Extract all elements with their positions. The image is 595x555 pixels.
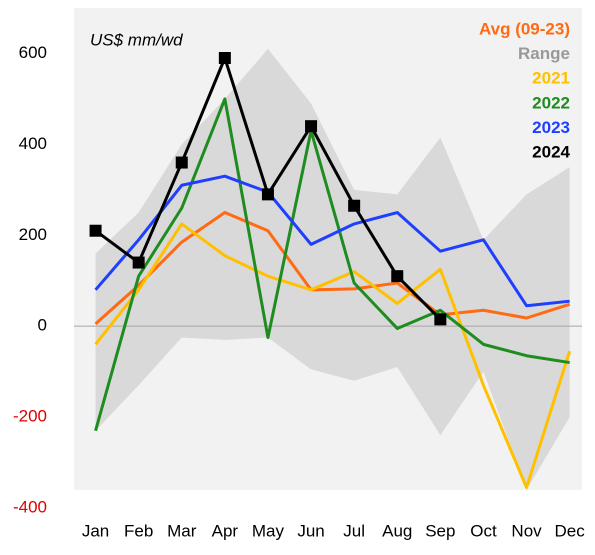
legend-entry: 2023 [532,118,570,137]
x-tick-label: Jan [82,521,109,540]
legend-entry: 2022 [532,93,570,112]
x-tick-label: Sep [425,521,455,540]
marker [218,52,231,64]
annotation: US$ mm/wd [90,30,183,49]
marker [175,156,188,169]
marker [348,199,361,212]
marker [391,270,404,283]
legend-entry: Avg (09-23) [479,19,570,38]
marker [89,224,102,237]
series-line [94,174,570,308]
y-tick-label: -200 [13,407,47,426]
series-line [94,211,571,326]
marker [434,313,447,326]
x-tick-label: May [252,521,285,540]
x-tick-label: Jun [297,521,324,540]
x-tick-label: Dec [555,521,586,540]
x-tick-label: Feb [124,521,153,540]
x-tick-label: Jul [343,521,365,540]
series-line [94,222,572,490]
legend-entry: Range [518,44,570,63]
marker [261,188,274,201]
x-tick-label: Mar [167,521,197,540]
y-tick-label: 200 [19,225,47,244]
legend-entry: 2021 [532,69,570,88]
y-tick-label: 600 [19,43,47,62]
series-line [94,97,570,432]
x-tick-label: Aug [382,521,412,540]
y-tick-label: 400 [19,134,47,153]
range-band [95,48,570,490]
y-tick-label: -400 [13,497,47,516]
x-tick-label: Apr [212,521,239,540]
marker [305,120,318,133]
x-tick-label: Nov [511,521,542,540]
legend-entry: 2024 [532,142,570,161]
marker [132,256,145,269]
x-tick-label: Oct [470,521,497,540]
y-tick-label: 0 [38,316,47,335]
